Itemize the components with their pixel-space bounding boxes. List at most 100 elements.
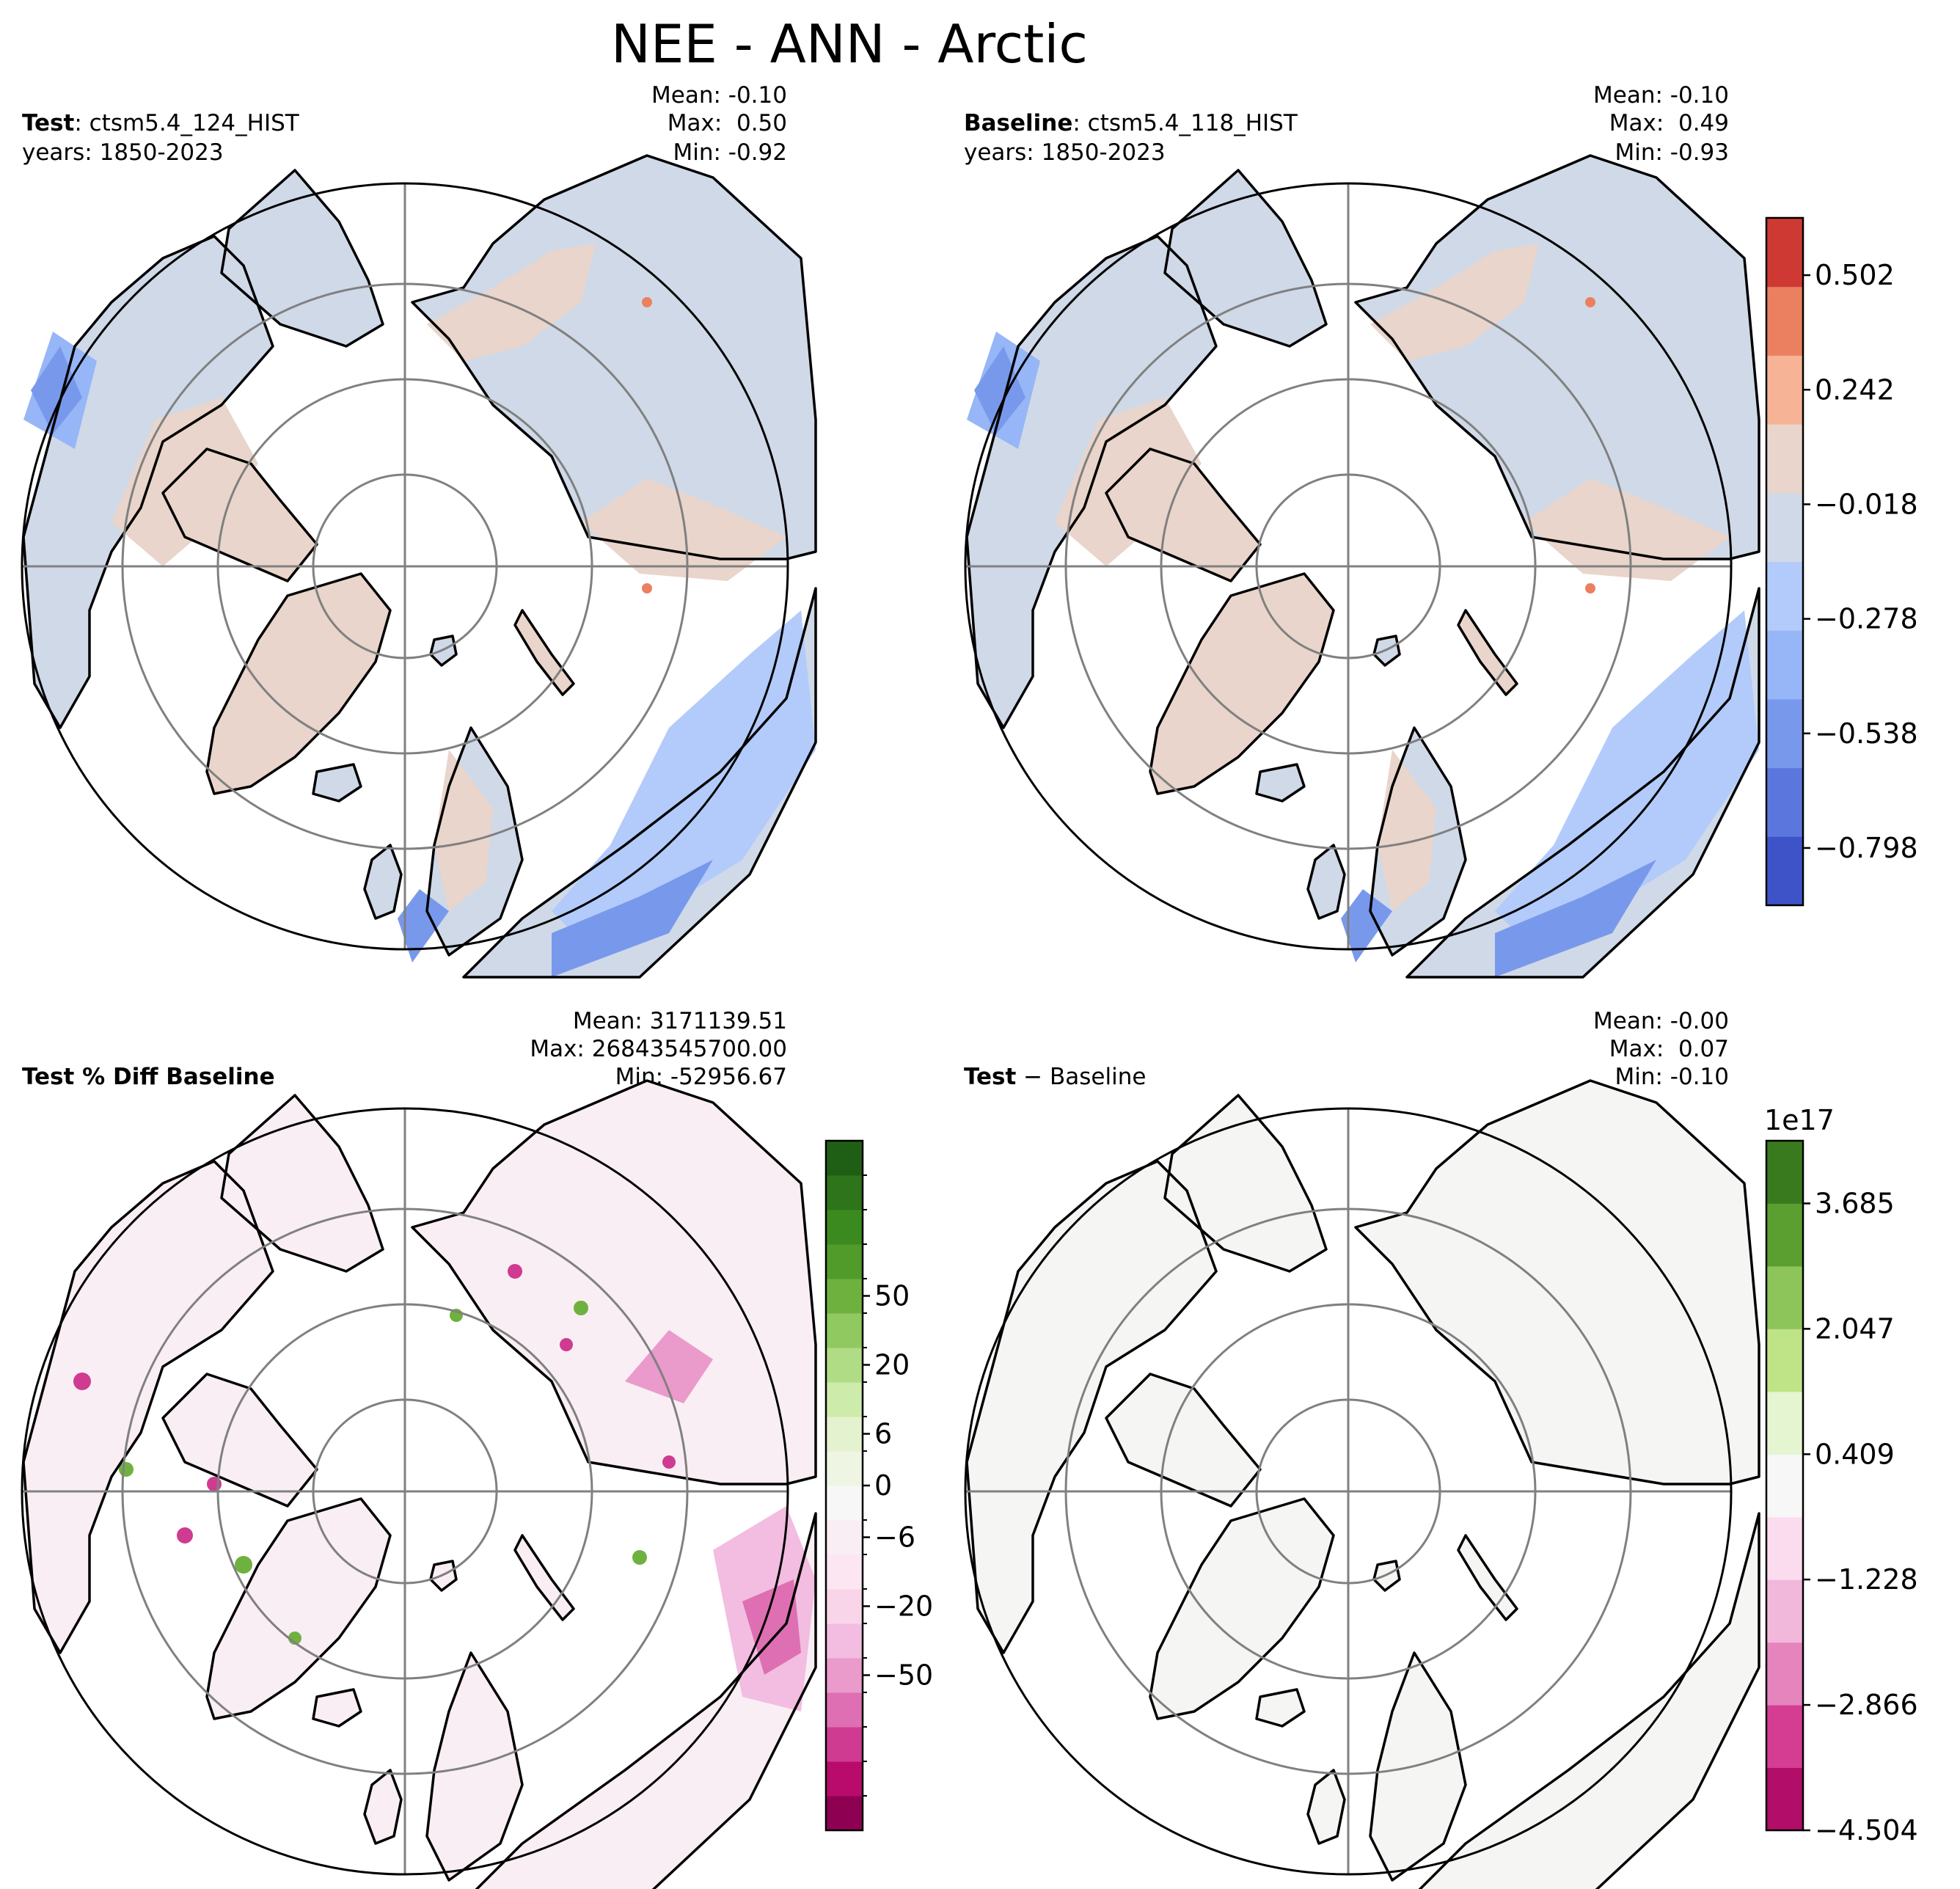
coastline-siberia [411, 1079, 817, 1486]
land-fill-greenland [1150, 1499, 1334, 1719]
cbar-pct-tick-label-3: 0 [874, 1469, 892, 1502]
land-fill-siberia [1356, 1081, 1759, 1484]
coastline-svalbard [429, 635, 458, 667]
land-fill-siberia [1356, 156, 1759, 559]
cbar-pct-segment-5 [826, 1623, 863, 1659]
cbar-pct-tick-label-0: 50 [874, 1280, 910, 1312]
cbar-nee-tick-label-5: −0.798 [1815, 832, 1918, 864]
panel-pctdiff-label: Test % Diff Baseline [22, 1064, 275, 1090]
cbar-pct-segment-4 [826, 1658, 863, 1693]
coastline-north-america [22, 1160, 274, 1654]
pct-spot-7 [632, 1550, 647, 1565]
coastline-novaya-zemlya [1457, 1534, 1518, 1621]
coastline-siberia [1354, 154, 1760, 560]
cbar-abs-tick-label-1: 2.047 [1815, 1312, 1895, 1345]
land-positive-greenland [207, 574, 390, 794]
land-positive-greenland [1150, 574, 1334, 794]
map-boundary [21, 182, 789, 951]
cbar-abs-segment-0 [1766, 1767, 1803, 1831]
cbar-pct-segment-7 [826, 1554, 863, 1590]
neg-zone-uk [398, 889, 449, 962]
coastline-north-america [22, 235, 274, 729]
panel-test-stat-max: Max: 0.50 [668, 110, 787, 136]
coastline-eurasia-west [462, 587, 817, 979]
coastline-eurasia-west [475, 1512, 817, 1889]
cbar-abs-segment-7 [1766, 1329, 1803, 1392]
land-fill-siberia [412, 1081, 816, 1484]
coastline-svalbard [429, 1560, 458, 1592]
coastline-british-isles [363, 844, 403, 920]
land-fill-iceland [313, 1689, 361, 1726]
coastline-greenland [1149, 1497, 1335, 1720]
coastline-scandinavia [425, 1651, 524, 1882]
cbar-pct-segment-19 [826, 1141, 863, 1176]
land-positive-canada [111, 398, 258, 566]
land-fill-iceland [1257, 1689, 1304, 1726]
coastline-iceland [312, 763, 362, 803]
cbar-nee-segment-2 [1766, 698, 1803, 769]
cbar-nee-segment-8 [1766, 286, 1803, 356]
coastline-british-isles [363, 1769, 403, 1845]
cbar-nee-tick-label-2: −0.018 [1815, 488, 1918, 520]
coastline-alaska [1163, 1094, 1328, 1273]
cbar-nee-tick-label-0: 0.502 [1815, 259, 1895, 291]
cbar-pct-segment-15 [826, 1279, 863, 1314]
map-pctdiff [21, 1079, 817, 1889]
cbar-nee-tick-label-3: −0.278 [1815, 603, 1918, 635]
coastline-iceland [1255, 1688, 1306, 1728]
land-fill-eurasia-west [1407, 588, 1759, 977]
land-positive-siberia [427, 244, 596, 361]
map-baseline [964, 154, 1760, 979]
colorbar-nee: 0.502 0.242 −0.018 −0.278 −0.538 −0.798 [1765, 216, 1918, 907]
cbar-pct-tick-label-4: −6 [874, 1521, 915, 1554]
cbar-pct-tick-label-6: −50 [874, 1659, 933, 1692]
land-shading [967, 156, 1759, 977]
graticule [22, 1108, 788, 1874]
hotspot-1 [1585, 297, 1595, 307]
pct-neg-zone-3 [742, 1579, 801, 1675]
cbar-pct-segment-2 [826, 1727, 863, 1762]
pct-neg-zone-1 [625, 1330, 713, 1403]
panel-test-stat-mean: Mean: -0.10 [651, 82, 787, 109]
cbar-nee-segment-1 [1766, 767, 1803, 837]
panel-test-label: Test: ctsm5.4_124_HIST [22, 110, 300, 136]
map-test [21, 154, 817, 979]
coastline-svalbard [1372, 635, 1401, 667]
coastline-canada-archipelago [161, 447, 318, 582]
coastline-alaska [220, 1094, 384, 1273]
coastline-north-america [965, 235, 1218, 729]
cbar-pct-segment-11 [826, 1417, 863, 1452]
cbar-nee-segment-6 [1766, 424, 1803, 494]
hotspot-2 [642, 583, 652, 593]
cbar-pct-segment-12 [826, 1382, 863, 1417]
neg-zone-europe-core [1495, 860, 1656, 977]
graticule [965, 183, 1731, 949]
cbar-abs-tick-label-4: −2.866 [1815, 1689, 1918, 1721]
land-positive-canada [1055, 398, 1202, 566]
neg-zone-uk [1341, 889, 1392, 962]
coastline-group [22, 1079, 817, 1889]
coastline-greenland [205, 1497, 392, 1720]
cbar-abs-segment-10 [1766, 1141, 1803, 1204]
map-boundary [964, 182, 1733, 951]
coastline-group [22, 154, 817, 979]
cbar-nee-tick-label-1: 0.242 [1815, 373, 1895, 406]
panel-absdiff-stat-max: Max: 0.07 [1609, 1036, 1729, 1062]
cbar-abs-tick-label-5: −4.504 [1815, 1814, 1918, 1846]
coastline-canada-archipelago [1105, 447, 1262, 582]
pct-spot-8 [560, 1338, 573, 1351]
panel-baseline-header: Baseline: ctsm5.4_118_HIST years: 1850-2… [964, 82, 1729, 166]
pct-spot-0 [73, 1373, 91, 1390]
cbar-pct-segment-14 [826, 1313, 863, 1348]
coastline-scandinavia [1369, 726, 1467, 957]
neg-zone-europe [1495, 610, 1759, 948]
coastline-novaya-zemlya [1457, 609, 1518, 696]
land-fill-iceland [313, 764, 361, 801]
panel-pctdiff-stat-max: Max: 26843545700.00 [530, 1036, 787, 1062]
cbar-nee-segment-7 [1766, 355, 1803, 425]
cbar-pct-tick-label-1: 20 [874, 1349, 910, 1381]
coastline-alaska [1163, 169, 1328, 348]
cbar-nee-tick-label-4: −0.538 [1815, 717, 1918, 750]
hotspot-2 [1585, 583, 1595, 593]
colorbar-absdiff: 3.685 2.047 0.409 −1.228 −2.866 −4.504 1e17 [1764, 1104, 1918, 1846]
